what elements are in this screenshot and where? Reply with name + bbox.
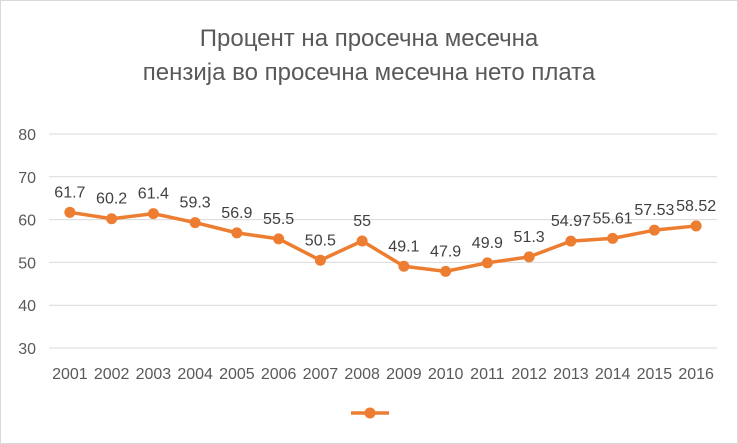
data-label: 49.1 [388,238,419,255]
series-line-group [68,210,698,274]
data-label: 54.97 [551,213,591,230]
x-tick-label: 2009 [386,366,422,383]
data-point [648,224,660,236]
y-tick-label: 80 [18,127,36,144]
data-point [523,251,535,263]
x-tick-label: 2012 [511,366,547,383]
data-label: 60.2 [96,191,127,208]
x-tick-label: 2008 [344,366,380,383]
x-tick-label: 2002 [94,366,130,383]
y-tick-label: 60 [18,213,36,230]
x-tick-label: 2007 [303,366,339,383]
x-tick-label: 2005 [219,366,255,383]
y-tick-label: 40 [18,298,36,315]
data-label: 58.52 [676,198,716,215]
x-tick-label: 2015 [637,366,673,383]
data-point [607,232,619,244]
x-tick-label: 2013 [553,366,589,383]
x-tick-label: 2014 [595,366,631,383]
x-tick-label: 2003 [136,366,172,383]
x-tick-label: 2010 [428,366,464,383]
data-point [565,235,577,247]
x-tick-label: 2006 [261,366,297,383]
y-tick-label: 70 [18,170,36,187]
data-label: 47.9 [430,243,461,260]
data-point [481,257,493,269]
data-label: 56.9 [221,205,252,222]
x-tick-label: 2011 [470,366,505,383]
y-tick-label: 30 [18,341,36,358]
data-point [356,235,368,247]
data-point [690,220,702,232]
x-tick-label: 2001 [52,366,88,383]
chart-title-line-2: пензија во просечна месечна нето плата [142,59,596,86]
legend-point-marker [364,407,376,419]
data-point [106,213,118,225]
data-label: 57.53 [634,202,674,219]
data-label: 51.3 [514,229,545,246]
data-label: 49.9 [472,235,503,252]
data-label: 61.4 [138,186,169,203]
data-point [147,208,159,220]
chart-title: Процент на просечна месечна пензија во п… [0,22,738,90]
data-label: 55 [353,213,371,230]
x-tick-label: 2004 [177,366,213,383]
legend [351,407,389,419]
data-label: 50.5 [305,232,336,249]
data-point [64,206,76,218]
data-label: 61.7 [54,184,85,201]
data-point [273,233,285,245]
y-axis-tick-labels: 30 40 50 60 70 80 [18,127,36,358]
gridlines [49,133,717,349]
data-label: 55.61 [593,210,633,227]
data-labels: 61.7 60.2 61.4 59.3 56.9 55.5 50.5 55 49.1 47.9 49… [54,184,716,260]
series-line [68,210,698,274]
y-tick-label: 50 [18,255,36,272]
data-point [398,260,410,272]
data-points [64,206,702,277]
x-axis-tick-labels: 2001 2002 2003 2004 2005 2006 2007 2008 2009 2010… [52,366,714,383]
data-label: 59.3 [180,195,211,212]
data-point [314,254,326,266]
data-point [440,265,452,277]
chart-title-line-1: Процент на просечна месечна [199,25,539,52]
data-label: 55.5 [263,211,294,228]
data-point [189,217,201,229]
x-tick-label: 2016 [678,366,714,383]
data-point [231,227,243,239]
